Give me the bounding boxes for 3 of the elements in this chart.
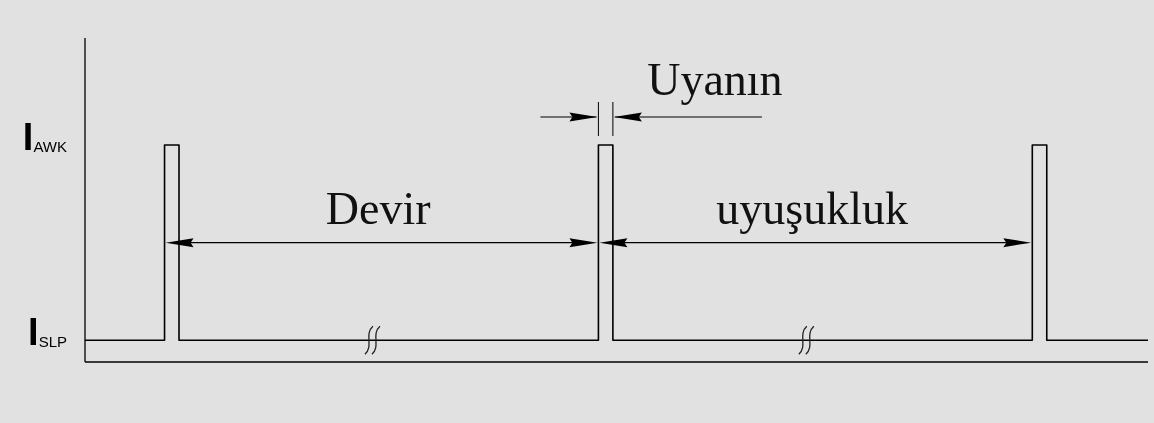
annotation: Devir: [325, 182, 431, 234]
text: Uyanın: [647, 53, 783, 105]
annotation: uyuşukluk: [716, 182, 908, 234]
